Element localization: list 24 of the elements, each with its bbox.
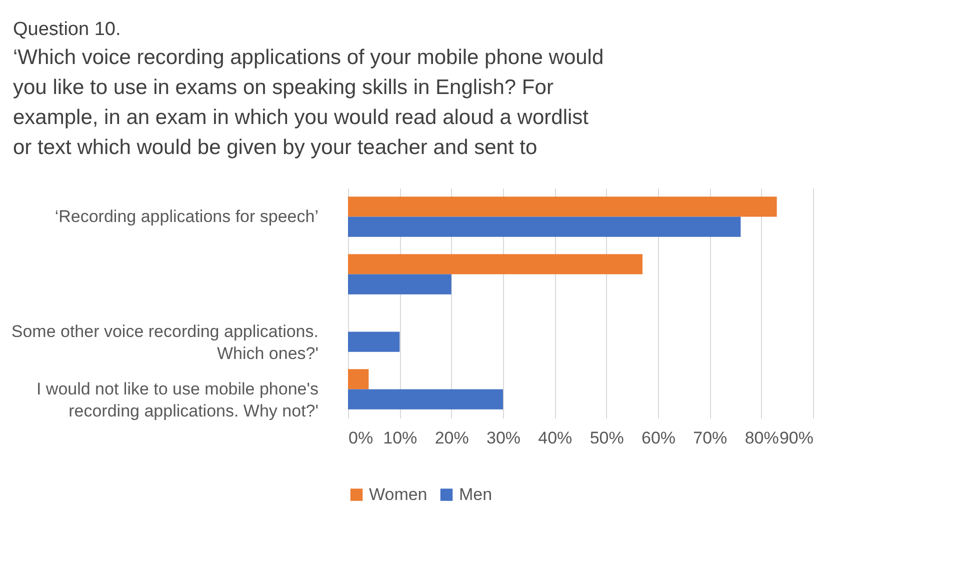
chart-subtitle: ‘Which voice recording applications of your mobile phone would you like to use in exams on speaking skills in English? For example, in an exam in which you would read aloud a wordlist or text which would be given by your teacher and sent to (13, 46, 604, 159)
x-tick-label: 20% (434, 428, 469, 448)
legend-label: Women (369, 484, 428, 504)
bar (348, 389, 503, 410)
bar (348, 254, 642, 274)
bar (348, 216, 741, 237)
x-tick-label: 30% (486, 428, 521, 448)
x-tick-label: 50% (590, 428, 624, 448)
bar (348, 274, 452, 294)
text: Question 10. (13, 19, 121, 40)
bar (348, 369, 369, 390)
x-tick-label: 80% (744, 428, 779, 448)
x-tick-label: 40% (538, 428, 572, 448)
y-tick-label: I would not like to use mobile phone's recording applications. Why not?' (36, 379, 318, 420)
y-tick-label: ‘Recording applications for speech’ (54, 206, 318, 226)
x-tick-label: 60% (641, 428, 676, 448)
x-tick-label: 0% (348, 428, 374, 448)
x-tick-label: 90% (779, 428, 814, 448)
x-tick-label: 10% (383, 428, 418, 448)
bar (348, 332, 400, 352)
legend-label: Men (459, 484, 492, 504)
x-tick-label: 70% (693, 428, 728, 448)
bar (348, 196, 777, 217)
y-tick-label: Some other voice recording applications. Which ones?' (11, 322, 318, 363)
